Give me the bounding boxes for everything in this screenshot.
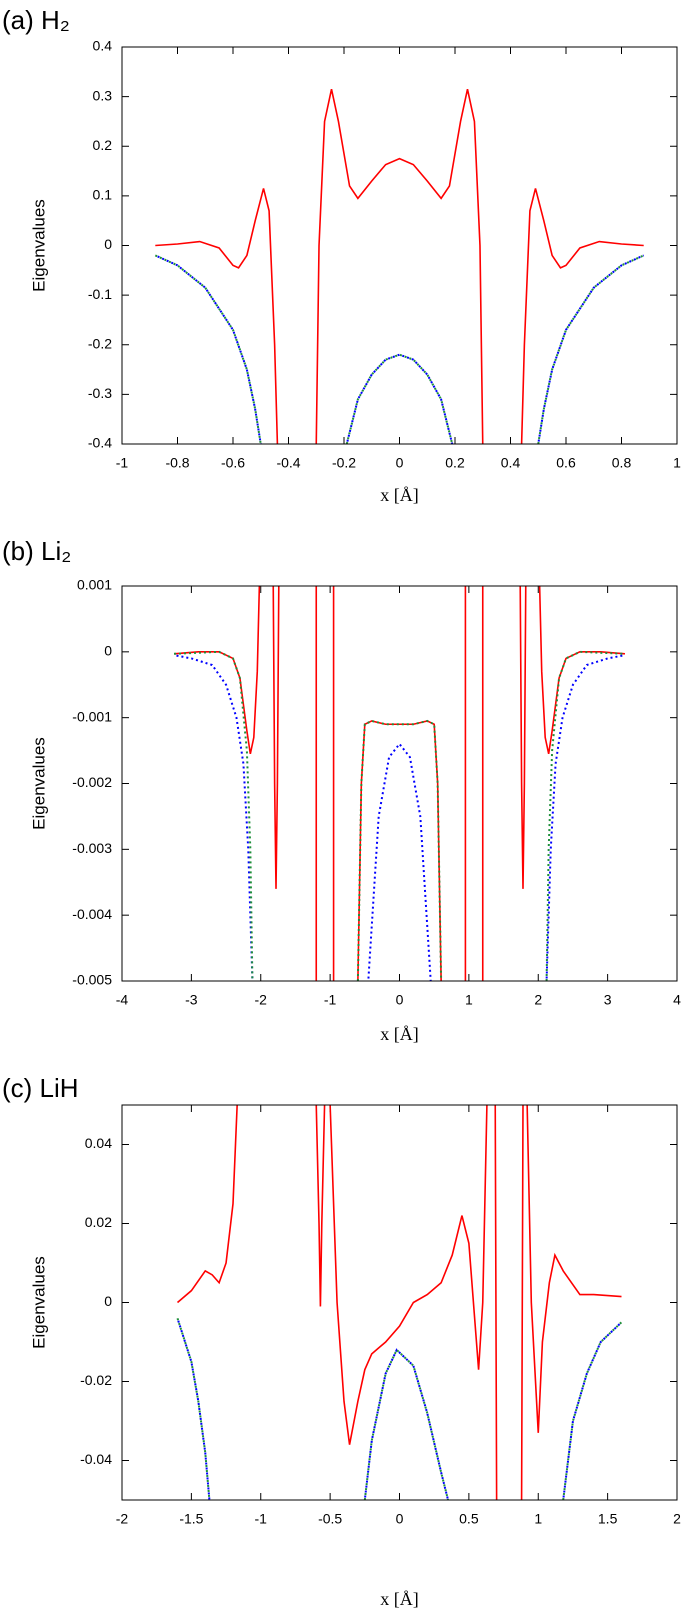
y-tick-label: 0: [104, 643, 112, 659]
x-tick-label: -0.5: [318, 1511, 342, 1527]
series-line: [173, 654, 626, 981]
chart-title: (a) H₂: [2, 5, 70, 35]
y-axis-title: Eigenvalues: [29, 199, 48, 292]
y-axis-title: Eigenvalues: [29, 737, 48, 830]
y-tick-label: -0.003: [72, 840, 112, 856]
x-tick-label: -0.4: [276, 455, 300, 471]
x-tick-label: 1: [534, 1511, 542, 1527]
x-tick-label: -2: [116, 1511, 129, 1527]
x-axis-title: x [Å]: [380, 485, 419, 505]
x-tick-label: 1: [465, 992, 473, 1008]
plot-frame: [121, 46, 678, 445]
chart-title: (c) LiH: [2, 1073, 79, 1103]
x-tick-label: 1.5: [598, 1511, 618, 1527]
x-tick-label: 0.4: [501, 455, 521, 471]
plot-area: [173, 586, 626, 981]
x-tick-label: -1: [324, 992, 337, 1008]
series-line: [154, 254, 645, 444]
y-tick-label: 0.4: [93, 38, 113, 54]
y-tick-label: -0.001: [72, 708, 112, 724]
y-tick-label: -0.02: [80, 1372, 112, 1388]
series-line: [176, 1105, 622, 1500]
y-tick-label: -0.004: [72, 906, 112, 922]
x-axis-title: x [Å]: [380, 1589, 419, 1609]
series-line: [154, 254, 645, 444]
x-tick-label: 0.5: [459, 1511, 479, 1527]
x-tick-label: 0: [396, 455, 404, 471]
x-tick-label: -1: [116, 455, 129, 471]
x-tick-label: 0: [396, 1511, 404, 1527]
y-tick-label: -0.005: [72, 972, 112, 988]
plot-frame: [121, 1104, 678, 1501]
series-line: [176, 1317, 623, 1500]
series-line: [155, 89, 644, 444]
x-tick-label: 2: [673, 1511, 681, 1527]
x-axis-title: x [Å]: [380, 1024, 419, 1044]
y-tick-label: 0: [104, 236, 112, 252]
y-axis-title: Eigenvalues: [29, 1256, 48, 1349]
series-line: [173, 650, 626, 981]
x-tick-label: 1: [673, 455, 681, 471]
x-tick-label: -3: [185, 992, 198, 1008]
y-tick-label: -0.2: [88, 335, 112, 351]
y-tick-label: -0.002: [72, 774, 112, 790]
chart-title: (b) Li₂: [2, 536, 71, 566]
plot-area: [154, 89, 645, 444]
y-tick-label: -0.1: [88, 286, 112, 302]
y-tick-label: 0.2: [93, 137, 113, 153]
x-tick-label: 0.2: [445, 455, 465, 471]
y-tick-label: 0: [104, 1293, 112, 1309]
x-tick-label: 4: [673, 992, 681, 1008]
x-tick-label: -1: [255, 1511, 268, 1527]
x-tick-label: -2: [255, 992, 268, 1008]
y-tick-label: 0.02: [85, 1214, 112, 1230]
y-tick-label: 0.1: [93, 187, 113, 203]
y-tick-label: 0.3: [93, 87, 113, 103]
y-tick-label: 0.04: [85, 1135, 112, 1151]
series-line: [173, 586, 626, 981]
x-tick-label: -4: [116, 992, 129, 1008]
y-tick-label: -0.4: [88, 435, 112, 451]
series-line: [176, 1317, 623, 1500]
x-tick-label: -0.2: [332, 455, 356, 471]
x-tick-label: 0: [396, 992, 404, 1008]
plot-area: [176, 1105, 623, 1500]
y-tick-label: 0.001: [77, 577, 112, 593]
x-tick-label: -1.5: [179, 1511, 203, 1527]
x-tick-label: -0.6: [221, 455, 245, 471]
x-tick-label: 0.8: [612, 455, 632, 471]
x-tick-label: 2: [534, 992, 542, 1008]
x-tick-label: -0.8: [165, 455, 189, 471]
y-tick-label: -0.04: [80, 1451, 112, 1467]
plot-frame: [121, 585, 678, 982]
x-tick-label: 3: [604, 992, 612, 1008]
y-tick-label: -0.3: [88, 385, 112, 401]
x-tick-label: 0.6: [556, 455, 576, 471]
